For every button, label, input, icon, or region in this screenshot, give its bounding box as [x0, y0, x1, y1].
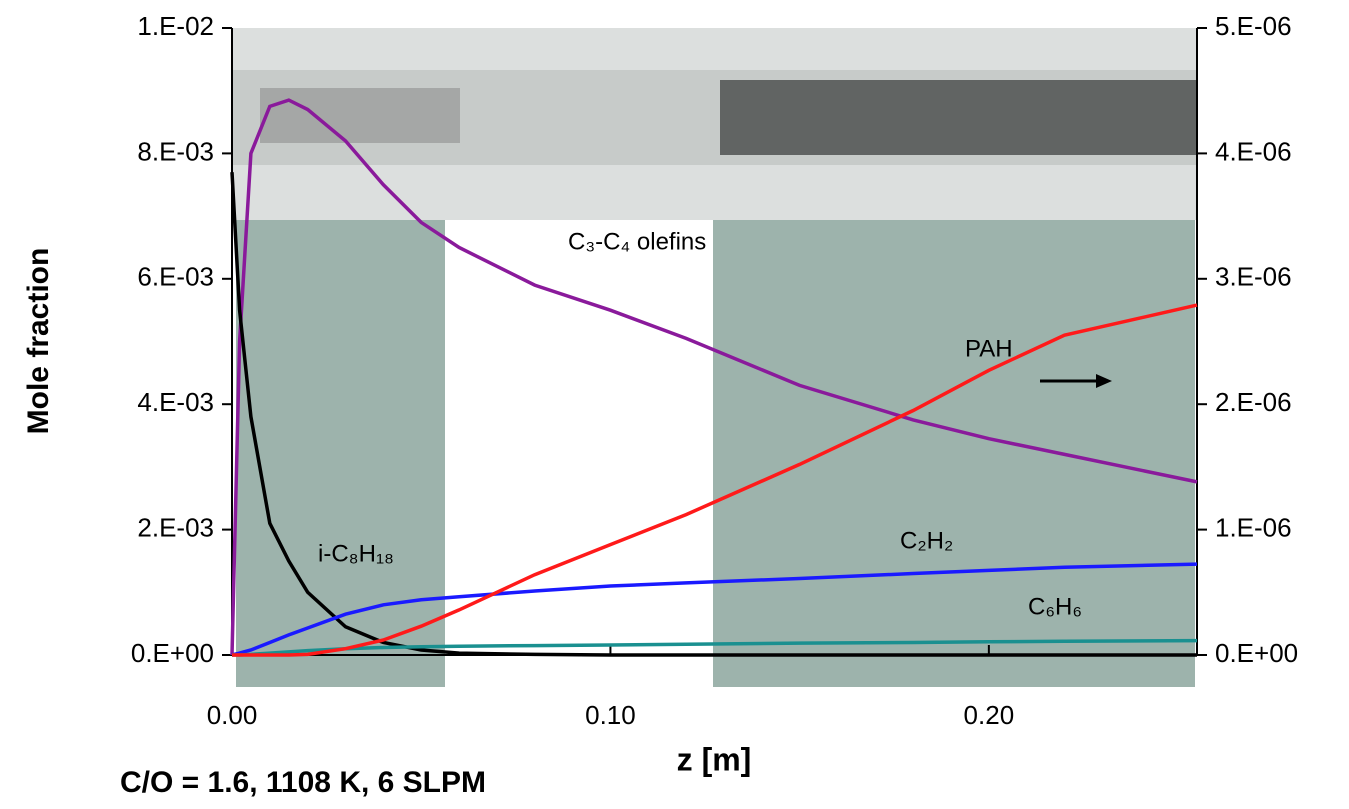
x-tick-label: 0.20: [964, 700, 1015, 730]
y2-tick-label: 4.E-06: [1215, 136, 1292, 166]
x-tick-label: 0.00: [207, 700, 258, 730]
y-tick-label: 8.E-03: [137, 136, 214, 166]
y-axis-label: Mole fraction: [22, 248, 55, 435]
y-tick-label: 4.E-03: [137, 387, 214, 417]
shaded-zone: [236, 220, 445, 687]
series-line: [232, 303, 1198, 657]
y-tick-label: 1.E-02: [137, 11, 214, 41]
tube-deposit: [720, 80, 1197, 155]
y2-tick-label: 3.E-06: [1215, 262, 1292, 292]
series-line: [230, 172, 1197, 657]
axis-arrow-head: [1096, 374, 1112, 388]
y2-tick-label: 0.E+00: [1215, 638, 1298, 668]
x-tick-label: 0.10: [585, 700, 636, 730]
x-axis-label: z [m]: [677, 741, 752, 777]
y-tick-label: 2.E-03: [137, 512, 214, 542]
y2-tick-label: 1.E-06: [1215, 512, 1292, 542]
series-label: C₃-C₄ olefins: [568, 228, 706, 255]
series-label: C₂H₂: [900, 527, 953, 554]
y-tick-label: 0.E+00: [131, 638, 214, 668]
y-tick-label: 6.E-03: [137, 262, 214, 292]
series-label: i-C₈H₁₈: [318, 540, 394, 567]
y2-tick-label: 5.E-06: [1215, 11, 1292, 41]
series-line: [230, 98, 1198, 656]
series-line: [231, 562, 1198, 657]
series-label: C₆H₆: [1028, 593, 1082, 620]
series-label: PAH: [965, 335, 1013, 362]
shaded-zone: [713, 220, 1195, 687]
tube-deposit: [260, 88, 460, 143]
y2-tick-label: 2.E-06: [1215, 387, 1292, 417]
note: C/O = 1.6, 1108 K, 6 SLPM: [120, 766, 486, 799]
